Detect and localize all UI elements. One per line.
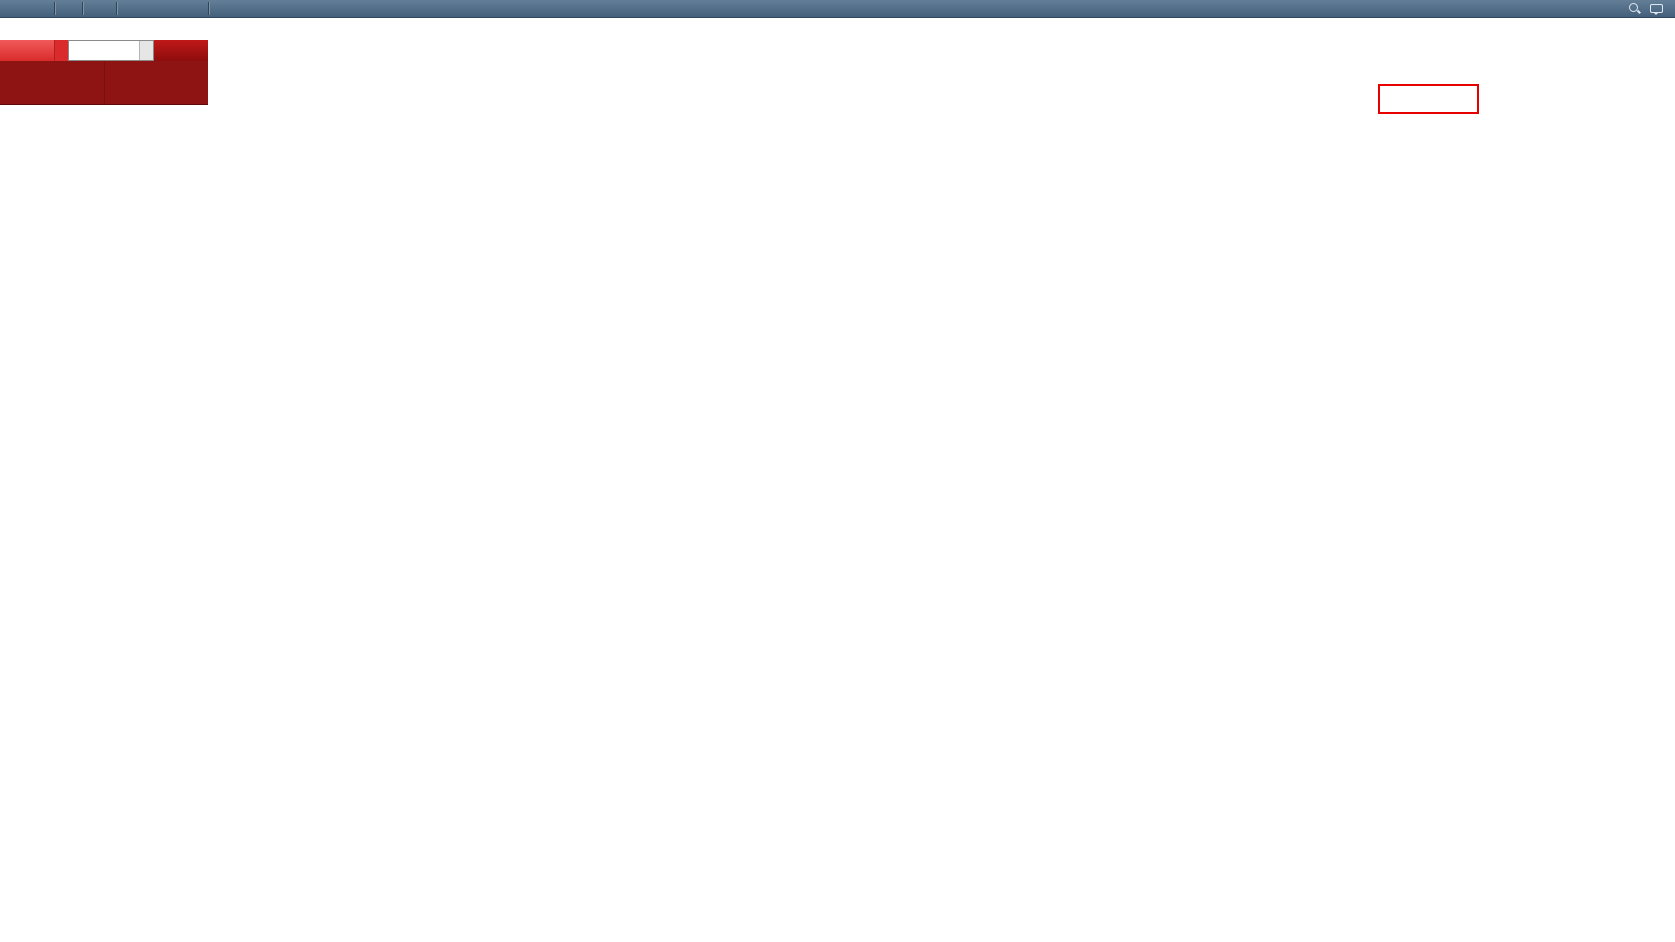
volume-down-icon[interactable] (140, 51, 153, 61)
chat-icon[interactable] (1650, 2, 1663, 15)
toolbar-separator (54, 2, 56, 15)
rsi-label (6, 717, 10, 727)
main-toolbar (0, 0, 1675, 18)
toolbar-separator (116, 2, 118, 15)
volume-input[interactable] (69, 41, 140, 60)
sell-button[interactable] (0, 40, 54, 61)
autotrading-button[interactable] (33, 1, 50, 17)
toolbar-separator (82, 2, 84, 15)
buy-button[interactable] (154, 40, 209, 61)
macd-label (6, 553, 13, 563)
buy-price[interactable] (104, 61, 208, 104)
price-flag-label[interactable] (1378, 84, 1479, 114)
toolbar-separator (208, 2, 210, 15)
toolbar-right-group (1628, 2, 1671, 15)
chart-ohlc-header (8, 24, 12, 35)
volume-up-icon[interactable] (140, 41, 153, 51)
new-order-button[interactable] (4, 1, 21, 17)
sell-price[interactable] (0, 61, 104, 104)
trade-options-caret-icon[interactable] (53, 40, 69, 61)
volume-box (68, 40, 155, 61)
search-icon[interactable] (1628, 2, 1641, 15)
one-click-trading-panel (0, 40, 209, 105)
volume-spinner (139, 41, 154, 61)
